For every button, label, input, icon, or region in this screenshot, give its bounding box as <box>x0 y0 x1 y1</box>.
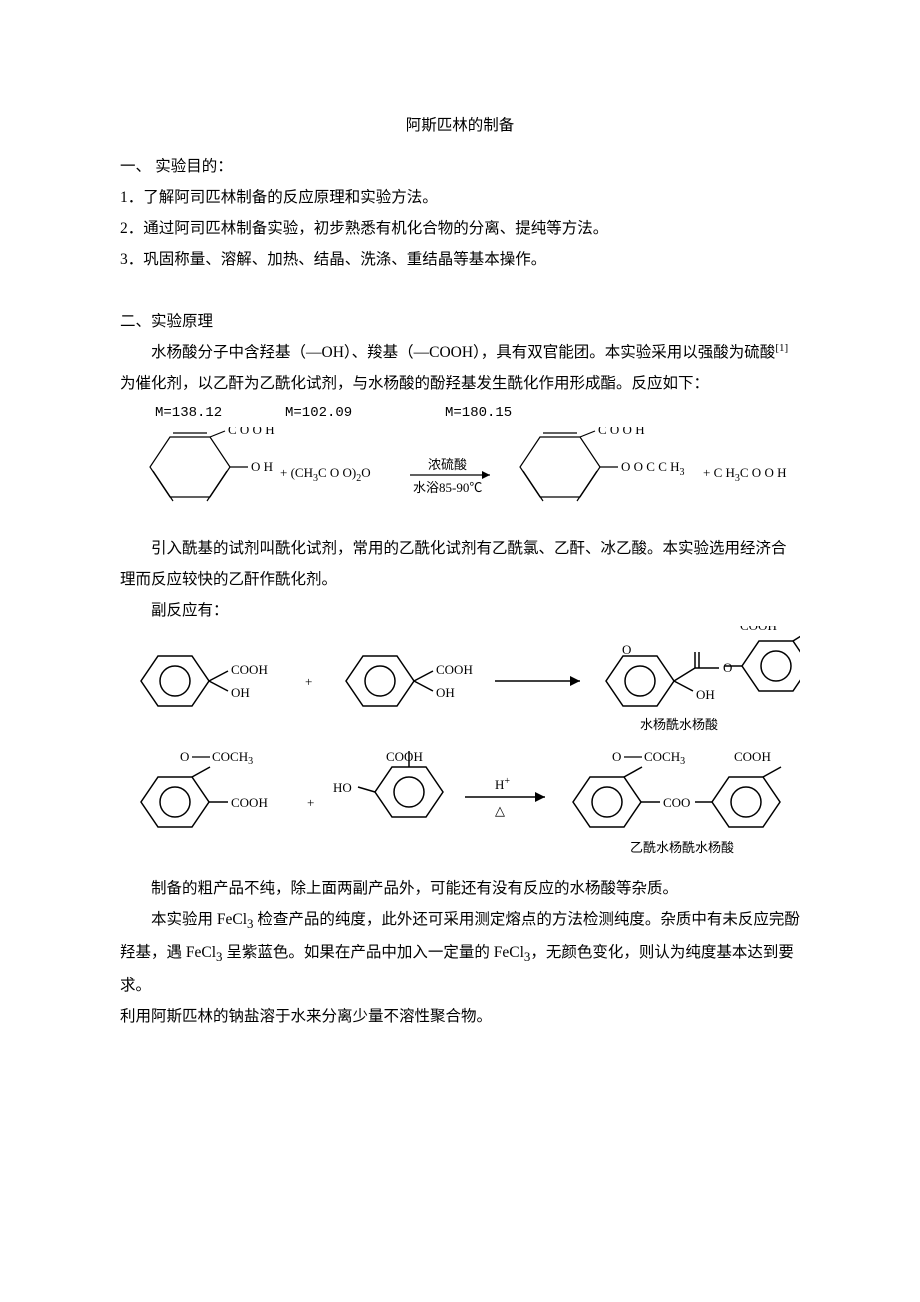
svg-text:C O O H: C O O H <box>228 427 275 437</box>
svg-text:O: O <box>612 749 621 764</box>
svg-text:+: + <box>305 674 312 689</box>
side-reactions-label: 副反应有： <box>120 595 800 626</box>
svg-text:浓硫酸: 浓硫酸 <box>428 457 467 472</box>
reaction-scheme-main: C O O H O H + (CH3C O O)2O 浓硫酸 水浴85-90℃ … <box>120 427 800 522</box>
principle-paragraph-3: 制备的粗产品不纯，除上面两副产品外，可能还有没有反应的水杨酸等杂质。 <box>120 873 800 904</box>
svg-text:COOH: COOH <box>740 626 777 633</box>
section2-heading: 二、实验原理 <box>120 306 800 337</box>
svg-text:O O C C H3: O O C C H3 <box>621 459 685 478</box>
svg-text:COCH3: COCH3 <box>644 749 685 767</box>
svg-text:COOH: COOH <box>231 662 268 677</box>
svg-text:O: O <box>723 660 732 675</box>
svg-text:+: + <box>307 795 314 810</box>
svg-text:OH: OH <box>231 685 250 700</box>
svg-text:H+: H+ <box>495 776 510 792</box>
svg-text:+ C H3C O O H: + C H3C O O H <box>703 465 786 484</box>
svg-text:水浴85-90℃: 水浴85-90℃ <box>413 480 482 495</box>
side-reaction-2: O COCH3 COOH + HO COOH H+ △ O COCH3 COO … <box>120 747 800 862</box>
svg-text:HO: HO <box>333 780 352 795</box>
objective-1: 1．了解阿司匹林制备的反应原理和实验方法。 <box>120 182 800 213</box>
svg-text:COOH: COOH <box>436 662 473 677</box>
objective-2: 2．通过阿司匹林制备实验，初步熟悉有机化合物的分离、提纯等方法。 <box>120 213 800 244</box>
svg-text:COOH: COOH <box>386 749 423 764</box>
svg-text:COOH: COOH <box>231 795 268 810</box>
svg-text:O: O <box>622 642 631 657</box>
principle-paragraph-4: 本实验用 FeCl3 检查产品的纯度，此外还可采用测定熔点的方法检测纯度。杂质中… <box>120 904 800 1001</box>
svg-text:C O O H: C O O H <box>598 427 645 437</box>
svg-text:△: △ <box>495 803 505 818</box>
svg-text:OH: OH <box>696 687 715 702</box>
svg-text:O: O <box>180 749 189 764</box>
footnote-marker: [1] <box>775 342 788 354</box>
principle-paragraph-2: 引入酰基的试剂叫酰化试剂，常用的乙酰化试剂有乙酰氯、乙酐、冰乙酸。本实验选用经济… <box>120 533 800 595</box>
section1-heading: 一、 实验目的： <box>120 151 800 182</box>
molecular-weights: M=138.12M=102.09M=180.15 <box>155 399 800 427</box>
svg-text:COCH3: COCH3 <box>212 749 253 767</box>
principle-paragraph-1: 水杨酸分子中含羟基（—OH）、羧基（—COOH），具有双官能团。本实验采用以强酸… <box>120 337 800 399</box>
page-title: 阿斯匹林的制备 <box>120 110 800 141</box>
svg-text:OH: OH <box>436 685 455 700</box>
principle-paragraph-5: 利用阿斯匹林的钠盐溶于水来分离少量不溶性聚合物。 <box>120 1001 800 1032</box>
svg-text:COOH: COOH <box>734 749 771 764</box>
svg-text:+ (CH3C O O)2O: + (CH3C O O)2O <box>280 465 371 484</box>
svg-text:COO: COO <box>663 795 690 810</box>
svg-text:O H: O H <box>251 459 273 474</box>
svg-text:水杨酰水杨酸: 水杨酰水杨酸 <box>640 717 718 732</box>
side-reaction-1: COOH OH + COOH OH O OH O COOH 水杨酰水杨酸 <box>120 626 800 736</box>
objective-3: 3．巩固称量、溶解、加热、结晶、洗涤、重结晶等基本操作。 <box>120 244 800 275</box>
svg-text:乙酰水杨酰水杨酸: 乙酰水杨酰水杨酸 <box>630 840 734 855</box>
